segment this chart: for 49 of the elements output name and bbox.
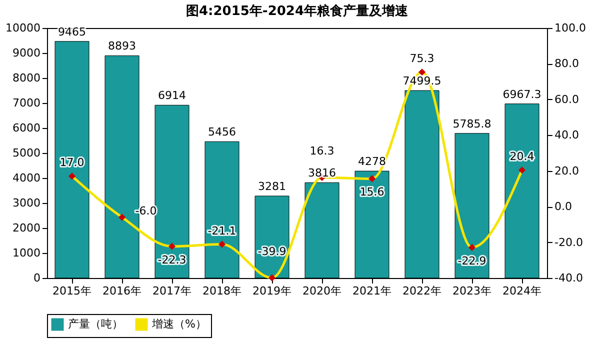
y-tick-label: 1000 bbox=[12, 246, 40, 260]
y-tick-label: 8000 bbox=[12, 72, 40, 84]
y-tick-label: 5000 bbox=[12, 146, 40, 160]
y-tick-label: 10000 bbox=[6, 22, 40, 34]
x-tick-label: 2022年 bbox=[402, 284, 442, 298]
data-label: 16.3 bbox=[310, 144, 334, 158]
chart-title: 图4:2015年-2024年粮食产量及增速 bbox=[186, 3, 409, 19]
y2-tick-label: -40.0 bbox=[554, 272, 583, 284]
y2-tick-label: 60.0 bbox=[554, 92, 579, 106]
y2-tick-label: 20.0 bbox=[554, 164, 579, 178]
x-tick-label: 2015年 bbox=[52, 284, 92, 298]
x-tick-label: 2020年 bbox=[302, 284, 342, 298]
data-label: -39.9 bbox=[258, 244, 286, 258]
data-label: 6914 bbox=[158, 89, 186, 102]
y2-tick-label: 40.0 bbox=[554, 128, 579, 142]
data-label: 15.6 bbox=[360, 186, 384, 199]
y2-tick-label: -20.0 bbox=[554, 236, 583, 249]
y2-tick-label: 100.0 bbox=[554, 22, 586, 34]
y-tick-label: 2000 bbox=[12, 222, 40, 234]
data-label: -21.1 bbox=[208, 224, 236, 238]
data-label: 75.3 bbox=[410, 52, 434, 66]
data-label: -22.9 bbox=[458, 254, 486, 268]
y-tick-label: 4000 bbox=[12, 172, 40, 184]
x-tick-label: 2017年 bbox=[152, 284, 192, 298]
data-label: 20.4 bbox=[510, 150, 534, 164]
y-tick-label: 6000 bbox=[12, 122, 40, 134]
data-label: 6967.3 bbox=[502, 88, 542, 101]
x-tick-label: 2019年 bbox=[252, 284, 292, 298]
y-tick-label: 9000 bbox=[12, 46, 40, 60]
x-tick-label: 2016年 bbox=[102, 284, 142, 298]
x-tick-label: 2023年 bbox=[452, 284, 492, 298]
y-tick-label: 0 bbox=[34, 272, 40, 284]
y2-tick-label: 0.0 bbox=[554, 200, 572, 214]
data-label: 5456 bbox=[208, 126, 236, 139]
data-label: 5785.8 bbox=[452, 117, 492, 130]
x-tick-label: 2024年 bbox=[502, 284, 542, 298]
legend-label: 产量（吨） bbox=[68, 318, 123, 331]
y-tick-label: 3000 bbox=[12, 196, 40, 210]
y-tick-label: 7000 bbox=[12, 96, 40, 110]
data-label: 8893 bbox=[108, 40, 136, 53]
x-tick-label: 2018年 bbox=[202, 284, 242, 298]
data-label: 3816 bbox=[308, 166, 336, 180]
data-label: 17.0 bbox=[60, 156, 84, 170]
data-label: 9465 bbox=[58, 25, 86, 38]
y2-tick-label: 80.0 bbox=[554, 57, 579, 70]
legend-label: 增速（%） bbox=[151, 318, 206, 331]
data-label: 3281 bbox=[258, 180, 286, 193]
x-tick-label: 2021年 bbox=[352, 284, 392, 298]
data-label: -22.3 bbox=[158, 253, 186, 266]
